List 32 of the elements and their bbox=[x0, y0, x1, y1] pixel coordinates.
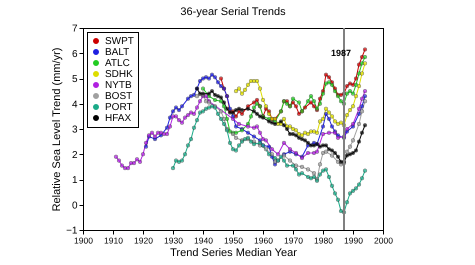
legend-label: BOST bbox=[105, 91, 132, 102]
x-tick-label: 1990 bbox=[344, 236, 364, 246]
legend-label: ATLC bbox=[105, 58, 130, 69]
y-tick-label: −1 bbox=[66, 226, 78, 236]
x-tick-label: 1980 bbox=[314, 236, 334, 246]
y-tick-label: 0 bbox=[72, 200, 78, 212]
chart-title: 36-year Serial Trends bbox=[180, 6, 286, 18]
y-tick-label: 6 bbox=[72, 48, 78, 60]
legend-label: SDHK bbox=[105, 69, 134, 80]
x-tick-label: 1910 bbox=[104, 236, 124, 246]
legend-label: SWPT bbox=[105, 36, 134, 47]
x-tick-label: 1900 bbox=[74, 236, 94, 246]
x-tick-label: 1920 bbox=[134, 236, 154, 246]
y-tick-label: 5 bbox=[72, 74, 78, 85]
legend-label: HFAX bbox=[105, 113, 132, 124]
x-tick-label: 2000 bbox=[374, 236, 394, 246]
x-tick-label: 1930 bbox=[164, 236, 184, 246]
y-tick-label: 4 bbox=[72, 99, 78, 110]
x-tick-label: 1970 bbox=[284, 236, 304, 246]
y-tick-label: 3 bbox=[72, 124, 78, 136]
y-tick-label: 1 bbox=[72, 175, 78, 186]
legend-label: NYTB bbox=[105, 80, 132, 91]
y-tick-label: 2 bbox=[72, 150, 78, 161]
x-tick-label: 1940 bbox=[194, 236, 214, 246]
x-tick-label: 1950 bbox=[224, 236, 244, 246]
x-tick-label: 1960 bbox=[254, 236, 274, 246]
y-tick-label: 7 bbox=[72, 24, 78, 34]
legend-label: PORT bbox=[105, 102, 133, 113]
ref-line-label: 1987 bbox=[330, 48, 352, 58]
legend-label: BALT bbox=[105, 47, 130, 58]
y-axis-title: Relative Sea Level Trend (mm/yr) bbox=[51, 48, 64, 212]
x-axis-title: Trend Series Median Year bbox=[170, 247, 298, 259]
